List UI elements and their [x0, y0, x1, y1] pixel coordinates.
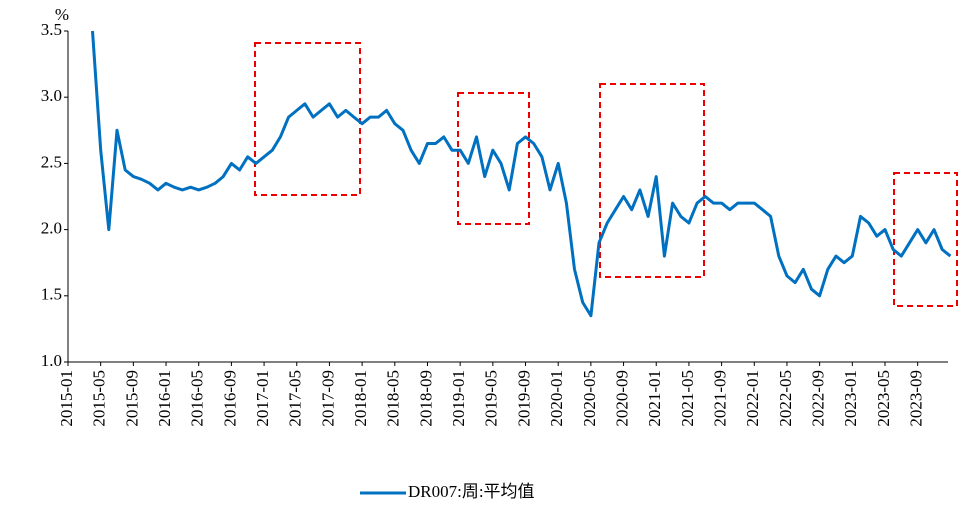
- x-tick-label: 2019-09: [514, 370, 533, 427]
- x-tick-label: 2015-05: [90, 370, 109, 427]
- highlight-box: [254, 42, 361, 196]
- x-tick-label: 2018-05: [384, 370, 403, 427]
- x-tick-label: 2016-05: [188, 370, 207, 427]
- y-tick-label: 3.5: [41, 20, 62, 39]
- x-tick-label: 2021-01: [645, 370, 664, 427]
- x-tick-label: 2023-09: [907, 370, 926, 427]
- y-tick-label: 1.5: [41, 285, 62, 304]
- x-tick-label: 2019-05: [482, 370, 501, 427]
- highlight-box: [599, 83, 705, 278]
- x-tick-label: 2016-01: [155, 370, 174, 427]
- x-tick-label: 2021-09: [711, 370, 730, 427]
- x-tick-label: 2022-05: [776, 370, 795, 427]
- x-tick-label: 2023-01: [841, 370, 860, 427]
- highlight-box: [893, 172, 958, 307]
- x-tick-label: 2020-09: [612, 370, 631, 427]
- legend-label: DR007:周:平均值: [408, 482, 535, 501]
- highlight-box: [457, 92, 530, 225]
- x-tick-label: 2022-01: [743, 370, 762, 427]
- x-tick-label: 2017-05: [286, 370, 305, 427]
- x-tick-label: 2016-09: [220, 370, 239, 427]
- x-tick-label: 2018-01: [351, 370, 370, 427]
- x-tick-label: 2022-09: [809, 370, 828, 427]
- y-axis-unit: %: [55, 5, 69, 24]
- y-tick-label: 1.0: [41, 351, 62, 370]
- x-tick-label: 2015-01: [57, 370, 76, 427]
- x-tick-label: 2020-01: [547, 370, 566, 427]
- x-tick-label: 2023-05: [874, 370, 893, 427]
- x-tick-label: 2020-05: [580, 370, 599, 427]
- x-tick-label: 2017-09: [318, 370, 337, 427]
- y-tick-label: 2.5: [41, 152, 62, 171]
- x-tick-label: 2019-01: [449, 370, 468, 427]
- data-line: [91, 30, 952, 318]
- y-tick-label: 3.0: [41, 86, 62, 105]
- y-tick-label: 2.0: [41, 219, 62, 238]
- x-tick-label: 2018-09: [416, 370, 435, 427]
- x-tick-label: 2015-09: [122, 370, 141, 427]
- x-tick-label: 2021-05: [678, 370, 697, 427]
- x-tick-label: 2017-01: [253, 370, 272, 427]
